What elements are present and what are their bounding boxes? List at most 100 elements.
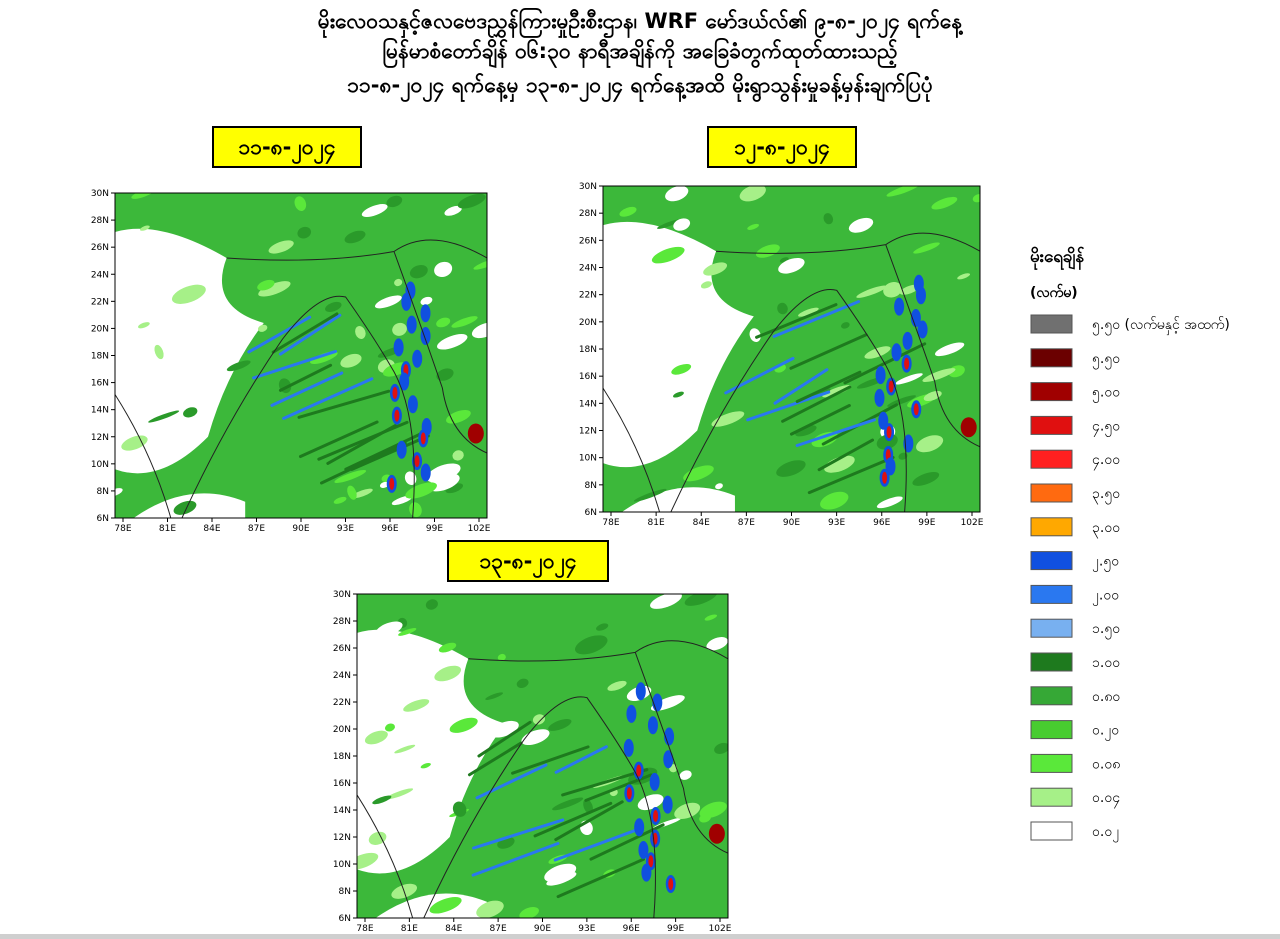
legend-label: ၀.၂၀ (1092, 723, 1119, 741)
lat-label: 12N (333, 833, 351, 843)
legend-label: ၃.၀၀ (1092, 520, 1120, 538)
legend-title: မိုးရေချိန် (1030, 246, 1084, 271)
rain-band (270, 371, 344, 407)
rain-patch (923, 390, 942, 401)
heavy-rain (636, 764, 642, 777)
rain-patch (358, 770, 367, 781)
rain-patch (173, 500, 197, 515)
rain-patch (714, 742, 728, 754)
rain-patch (258, 281, 291, 297)
rain-patch (747, 223, 759, 230)
rain-patch (325, 301, 342, 312)
rain-patch (880, 424, 896, 439)
legend-label: ၄.၅၀ (1092, 418, 1120, 436)
heavy-rain (886, 426, 892, 439)
rain-band (789, 404, 851, 436)
heavy-rain (874, 388, 885, 407)
rain-patch (683, 465, 714, 482)
rain-patch (603, 869, 616, 878)
rain-patch (700, 281, 712, 289)
heavy-rain (650, 829, 661, 848)
rain-patch (278, 378, 292, 394)
rain-patch (580, 820, 593, 836)
rain-patch (807, 388, 831, 399)
rain-patch (452, 450, 464, 461)
rain-band (320, 441, 407, 485)
lat-label: 6N (97, 514, 109, 524)
dry-area (621, 487, 735, 512)
lat-label: 28N (579, 209, 597, 219)
rain-patch (628, 767, 658, 785)
lat-label: 18N (333, 752, 351, 762)
lon-label: 81E (401, 924, 418, 934)
rain-patch (823, 213, 834, 225)
rain-patch (626, 685, 652, 702)
legend-label: ၃.၅၀ (1092, 486, 1120, 504)
legend-label: ၁.၅၀ (1092, 621, 1120, 639)
lon-label: 84E (203, 524, 220, 534)
heavy-rain (662, 795, 673, 814)
rain-patch (749, 328, 761, 343)
rain-patch (811, 431, 838, 448)
dry-area (133, 493, 246, 518)
rain-patch (436, 368, 454, 381)
rain-patch (706, 637, 728, 651)
rain-patch (375, 621, 403, 637)
rain-band (271, 312, 339, 354)
rain-band (298, 420, 379, 459)
rain-patch (583, 799, 594, 814)
legend-swatch (1030, 686, 1073, 706)
legend-label: ၂.၀၀ (1092, 587, 1119, 605)
rain-patch (634, 770, 644, 781)
heavy-rain (386, 474, 397, 493)
rain-patch (864, 346, 891, 359)
map-body (603, 186, 980, 512)
rain-patch (665, 186, 689, 202)
title-line: မြန်မာစံတော်ချိန် ၀၆:၃၀ နာရီအချိန်ကို အခ… (382, 39, 898, 63)
rain-band (282, 377, 374, 420)
lat-label: 12N (579, 427, 597, 437)
lat-label: 28N (333, 617, 351, 627)
heavy-rain (903, 434, 914, 453)
lat-label: 30N (91, 189, 109, 199)
rain-patch (457, 193, 486, 209)
lat-label: 22N (91, 297, 109, 307)
rain-patch (916, 435, 944, 453)
lat-label: 24N (333, 671, 351, 681)
rain-patch (637, 794, 664, 811)
rain-patch (154, 344, 164, 360)
lat-label: 12N (91, 433, 109, 443)
rain-patch (848, 217, 874, 233)
rain-band (475, 763, 548, 800)
lat-label: 10N (579, 454, 597, 464)
rain-patch (446, 409, 471, 424)
legend-swatch (1030, 449, 1073, 469)
heavy-rain (633, 761, 644, 780)
rain-patch (357, 852, 379, 870)
rain-band (556, 857, 646, 899)
rain-patch (650, 695, 685, 711)
rain-patch (473, 259, 487, 270)
map-body (357, 594, 728, 918)
rain-band (589, 823, 665, 861)
legend-label: ၀.၀၄ (1092, 790, 1120, 808)
lon-label: 90E (783, 518, 800, 528)
rain-patch (420, 762, 431, 769)
rain-patch (314, 353, 333, 363)
legend-swatch (1030, 551, 1073, 571)
lon-label: 81E (159, 524, 176, 534)
rain-patch (699, 801, 727, 819)
rain-patch (148, 410, 180, 423)
rain-patch (476, 900, 504, 918)
rain-patch (552, 797, 584, 811)
rain-band (554, 800, 624, 842)
rain-patch (183, 407, 198, 418)
legend-label: ၂.၅၀ (1092, 554, 1119, 572)
heavy-rain (412, 452, 423, 471)
rain-band (278, 313, 342, 356)
legend-label: ၄.၀၀ (1092, 452, 1120, 470)
rain-band (467, 741, 523, 777)
heavy-rain (885, 448, 891, 461)
rain-patch (824, 455, 855, 473)
